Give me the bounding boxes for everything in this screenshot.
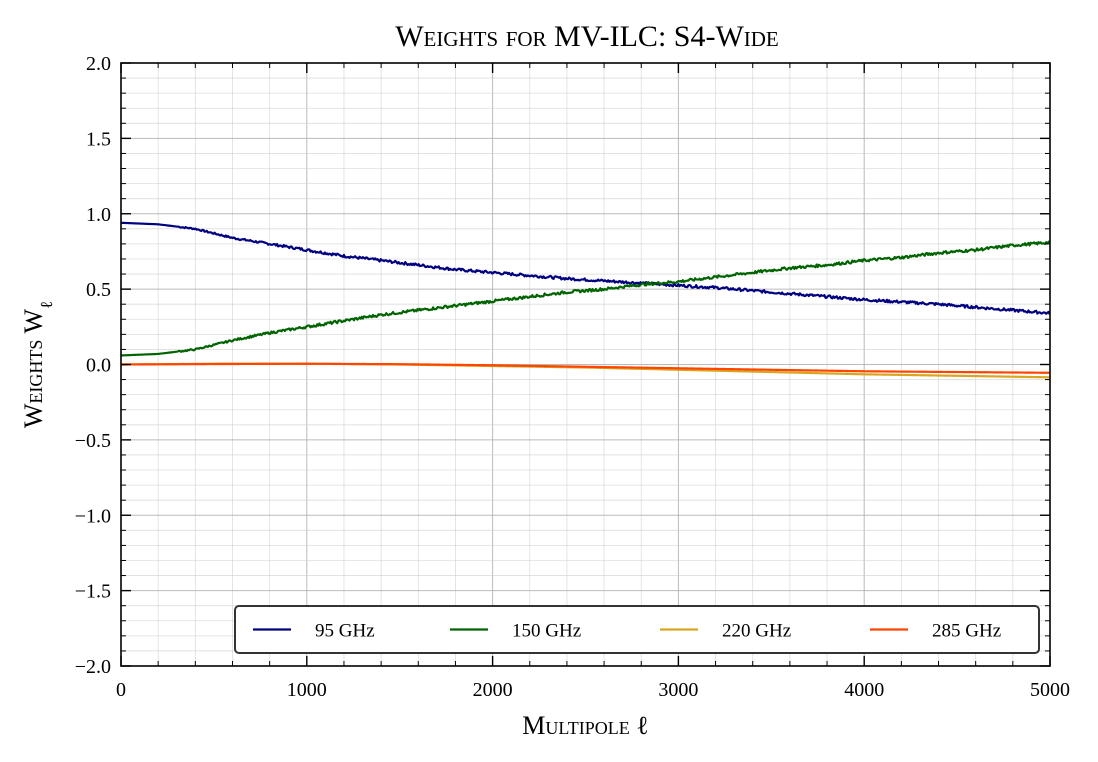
legend-label: 220 GHz bbox=[722, 621, 791, 642]
y-axis-label: Weights Wℓ bbox=[19, 301, 56, 428]
legend-label: 150 GHz bbox=[512, 621, 581, 642]
series-line-95-ghz bbox=[120, 221, 1051, 315]
y-tick-label: 0.0 bbox=[86, 355, 111, 377]
x-tick-label: 5000 bbox=[1030, 679, 1070, 701]
tick-labels: 0 1000 2000 3000 4000 5000 2.0 1.5 1.0 0.5 0.0 −0.5… bbox=[75, 53, 1070, 701]
series-line-150-ghz bbox=[120, 240, 1051, 357]
legend-label: 285 GHz bbox=[932, 621, 1001, 642]
x-tick-label: 2000 bbox=[473, 679, 513, 701]
y-tick-label: −1.0 bbox=[75, 505, 111, 527]
x-axis-label: Multipole ℓ bbox=[522, 711, 648, 740]
y-tick-label: 0.5 bbox=[86, 279, 111, 301]
y-tick-label: 1.5 bbox=[86, 128, 111, 150]
legend: 95 GHz 150 GHz 220 GHz 285 GHz bbox=[234, 605, 1040, 654]
series-line-285-ghz bbox=[120, 362, 1050, 374]
y-tick-label: −1.5 bbox=[75, 581, 111, 603]
y-tick-label: 1.0 bbox=[86, 204, 111, 226]
x-tick-label: 0 bbox=[116, 679, 126, 701]
y-tick-label: −0.5 bbox=[75, 430, 111, 452]
x-tick-label: 1000 bbox=[287, 679, 327, 701]
x-tick-label: 4000 bbox=[844, 679, 884, 701]
x-tick-label: 3000 bbox=[658, 679, 698, 701]
legend-box bbox=[234, 605, 1040, 654]
chart-title: Weights for MV-ILC: S4-Wide bbox=[395, 20, 779, 53]
axis-ticks bbox=[120, 62, 1051, 667]
y-axis-label-subscript: ℓ bbox=[37, 301, 56, 309]
legend-label: 95 GHz bbox=[315, 621, 375, 642]
y-tick-label: −2.0 bbox=[75, 656, 111, 678]
series-lines bbox=[120, 221, 1051, 379]
y-tick-label: 2.0 bbox=[86, 53, 111, 75]
